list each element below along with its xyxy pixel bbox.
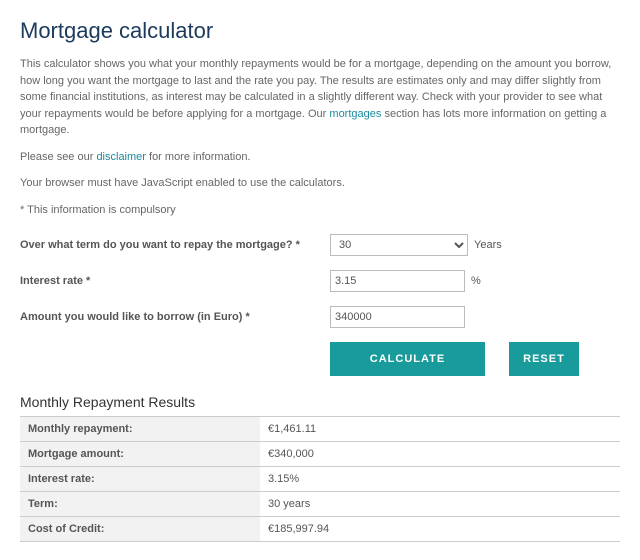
table-row: Monthly repayment: €1,461.11 xyxy=(20,417,620,442)
table-row: Term: 30 years xyxy=(20,492,620,517)
calculator-form: Over what term do you want to repay the … xyxy=(20,234,620,376)
table-row: Cost of Credit: €185,997.94 xyxy=(20,517,620,542)
intro-p4: * This information is compulsory xyxy=(20,202,620,219)
result-value: €340,000 xyxy=(260,442,620,467)
rate-input[interactable] xyxy=(330,270,465,292)
page-title: Mortgage calculator xyxy=(20,18,620,44)
amount-input[interactable] xyxy=(330,306,465,328)
intro-p3: Your browser must have JavaScript enable… xyxy=(20,175,620,192)
amount-label: Amount you would like to borrow (in Euro… xyxy=(20,311,330,323)
results-table: Monthly repayment: €1,461.11 Mortgage am… xyxy=(20,416,620,542)
intro-text: This calculator shows you what your mont… xyxy=(20,56,620,218)
intro-p1: This calculator shows you what your mont… xyxy=(20,56,620,139)
result-value: 3.15% xyxy=(260,467,620,492)
term-unit: Years xyxy=(474,239,502,251)
term-row: Over what term do you want to repay the … xyxy=(20,234,620,256)
result-label: Term: xyxy=(20,492,260,517)
term-select[interactable]: 30 xyxy=(330,234,468,256)
rate-unit: % xyxy=(471,275,481,287)
result-label: Cost of Credit: xyxy=(20,517,260,542)
result-label: Mortgage amount: xyxy=(20,442,260,467)
intro-p2: Please see our disclaimer for more infor… xyxy=(20,149,620,166)
result-value: €185,997.94 xyxy=(260,517,620,542)
rate-row: Interest rate * % xyxy=(20,270,620,292)
calculate-button[interactable]: CALCULATE xyxy=(330,342,485,376)
rate-label: Interest rate * xyxy=(20,275,330,287)
intro-p2a: Please see our xyxy=(20,151,96,163)
table-row: Mortgage amount: €340,000 xyxy=(20,442,620,467)
reset-button[interactable]: RESET xyxy=(509,342,579,376)
intro-p2b: for more information. xyxy=(146,151,251,163)
mortgages-link[interactable]: mortgages xyxy=(329,108,381,120)
term-label: Over what term do you want to repay the … xyxy=(20,239,330,251)
disclaimer-link[interactable]: disclaimer xyxy=(96,151,146,163)
button-row: CALCULATE RESET xyxy=(330,342,620,376)
results-heading: Monthly Repayment Results xyxy=(20,394,620,410)
table-row: Interest rate: 3.15% xyxy=(20,467,620,492)
result-value: 30 years xyxy=(260,492,620,517)
result-value: €1,461.11 xyxy=(260,417,620,442)
result-label: Interest rate: xyxy=(20,467,260,492)
amount-row: Amount you would like to borrow (in Euro… xyxy=(20,306,620,328)
result-label: Monthly repayment: xyxy=(20,417,260,442)
